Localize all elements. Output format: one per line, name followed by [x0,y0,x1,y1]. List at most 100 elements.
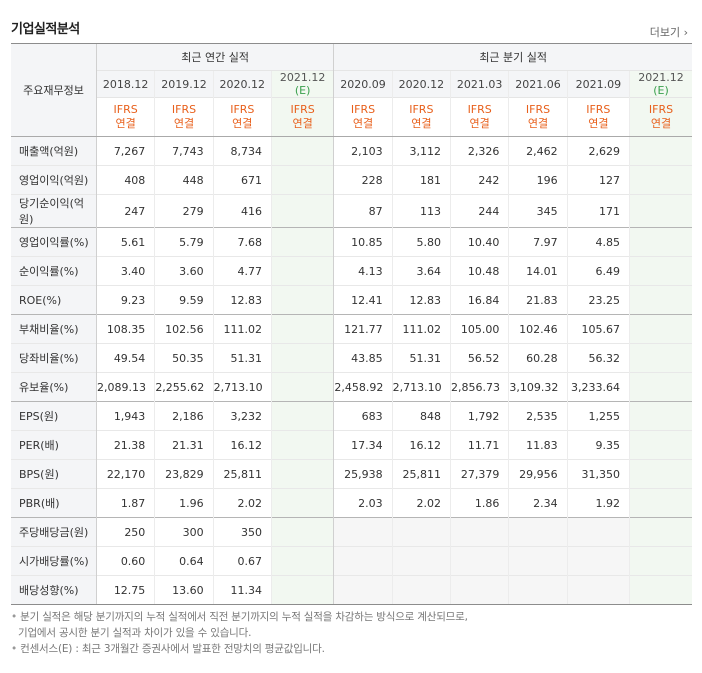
table-cell [391,517,451,547]
table-cell: 11.34 [212,575,272,605]
table-cell: 2,713.10 [212,372,272,402]
table-cell [333,517,393,547]
table-row: 배당성향(%) 12.75 13.60 11.34 [11,575,692,605]
accounting-standard-header: IFRS 연결 [629,97,692,137]
table-cell: 1.87 [95,488,155,518]
table-cell [391,546,451,576]
financial-table: 주요재무정보 최근 연간 실적 최근 분기 실적 2018.12 2019.12 2… [11,43,692,605]
table-cell: 9.59 [154,285,214,315]
table-cell: 9.23 [95,285,155,315]
more-link-label: 더보기 [649,26,681,39]
bullet-icon: • [11,643,17,655]
table-cell: 25,938 [333,459,393,489]
table-cell: 16.84 [449,285,509,315]
table-cell: 12.75 [95,575,155,605]
estimate-mark: (E) [294,84,311,97]
table-cell: 21.31 [154,430,214,460]
table-cell: 250 [95,517,155,547]
table-cell: 21.38 [95,430,155,460]
row-label: ROE(%) [11,285,97,315]
table-cell: 181 [391,165,451,195]
row-label: 당좌비율(%) [11,343,97,373]
table-cell: 50.35 [154,343,214,373]
section-title: 기업실적분석 [11,22,80,37]
table-cell: 2,856.73 [449,372,509,402]
row-label: BPS(원) [11,459,97,489]
table-cell: 3.60 [154,256,214,286]
period-header: 2021.09 [566,70,630,98]
table-cell: 102.46 [508,314,568,344]
table-cell [629,401,692,431]
table-cell: 3,109.32 [508,372,568,402]
table-cell: 12.83 [212,285,272,315]
table-cell: 31,350 [566,459,630,489]
table-cell: 10.85 [333,227,393,257]
table-cell [270,546,334,576]
period-header: 2020.12 [391,70,451,98]
table-cell [629,136,692,166]
accounting-standard-header: IFRS 연결 [212,97,272,137]
table-cell [629,285,692,315]
period-header: 2021.03 [449,70,509,98]
table-cell: 416 [212,194,272,228]
footnote-2: • 컨센서스(E) : 최근 3개월간 증권사에서 발표한 전망치의 평균값입니… [11,643,325,655]
table-cell: 11.71 [449,430,509,460]
table-cell: 3,112 [391,136,451,166]
table-cell: 3,232 [212,401,272,431]
table-cell [270,488,334,518]
table-cell: 7.68 [212,227,272,257]
table-row: 부채비율(%) 108.35 102.56 111.02 121.77 111.02 105… [11,314,692,344]
table-cell [270,194,334,228]
table-cell [449,575,509,605]
more-link[interactable]: 더보기 › [650,24,688,40]
table-cell: 43.85 [333,343,393,373]
table-cell [629,314,692,344]
table-cell [629,575,692,605]
table-cell [508,546,568,576]
table-cell: 350 [212,517,272,547]
table-cell: 5.80 [391,227,451,257]
table-cell: 127 [566,165,630,195]
table-cell: 1,255 [566,401,630,431]
estimate-mark: (E) [653,84,669,97]
table-cell: 11.83 [508,430,568,460]
table-cell: 171 [566,194,630,228]
table-cell: 12.83 [391,285,451,315]
period-header: 2020.12 [212,70,272,98]
accounting-standard-header: IFRS 연결 [449,97,509,137]
accounting-standard-header: IFRS 연결 [391,97,451,137]
table-cell: 0.67 [212,546,272,576]
table-row: 매출액(억원) 7,267 7,743 8,734 2,103 3,112 2,326 2,4… [11,136,692,166]
table-cell: 408 [95,165,155,195]
table-cell: 16.12 [391,430,451,460]
table-cell [566,546,630,576]
table-cell: 23,829 [154,459,214,489]
footnotes: • 분기 실적은 해당 분기까지의 누적 실적에서 직전 분기까지의 누적 실적… [11,609,468,657]
table-cell: 1,792 [449,401,509,431]
table-cell: 21.83 [508,285,568,315]
table-cell: 113 [391,194,451,228]
footnote-1: • 분기 실적은 해당 분기까지의 누적 실적에서 직전 분기까지의 누적 실적… [11,611,468,623]
table-cell: 105.00 [449,314,509,344]
chevron-right-icon: › [683,26,688,39]
table-cell: 105.67 [566,314,630,344]
table-row: 시가배당률(%) 0.60 0.64 0.67 [11,546,692,576]
row-label: 부채비율(%) [11,314,97,344]
table-cell: 2,326 [449,136,509,166]
table-cell: 2,713.10 [391,372,451,402]
table-row: EPS(원) 1,943 2,186 3,232 683 848 1,792 2,535 1,2… [11,401,692,431]
row-label: 영업이익률(%) [11,227,97,257]
table-cell [629,488,692,518]
table-cell: 1.96 [154,488,214,518]
corner-header: 주요재무정보 [11,43,97,137]
period-header: 2021.12 (E) [629,70,692,98]
table-cell: 111.02 [212,314,272,344]
period-header: 2018.12 [95,70,155,98]
table-cell: 228 [333,165,393,195]
table-cell: 0.64 [154,546,214,576]
accounting-standard-header: IFRS 연결 [508,97,568,137]
table-cell [270,314,334,344]
table-cell [629,430,692,460]
table-cell [270,285,334,315]
table-row: PER(배) 21.38 21.31 16.12 17.34 16.12 11.71 11.8… [11,430,692,460]
